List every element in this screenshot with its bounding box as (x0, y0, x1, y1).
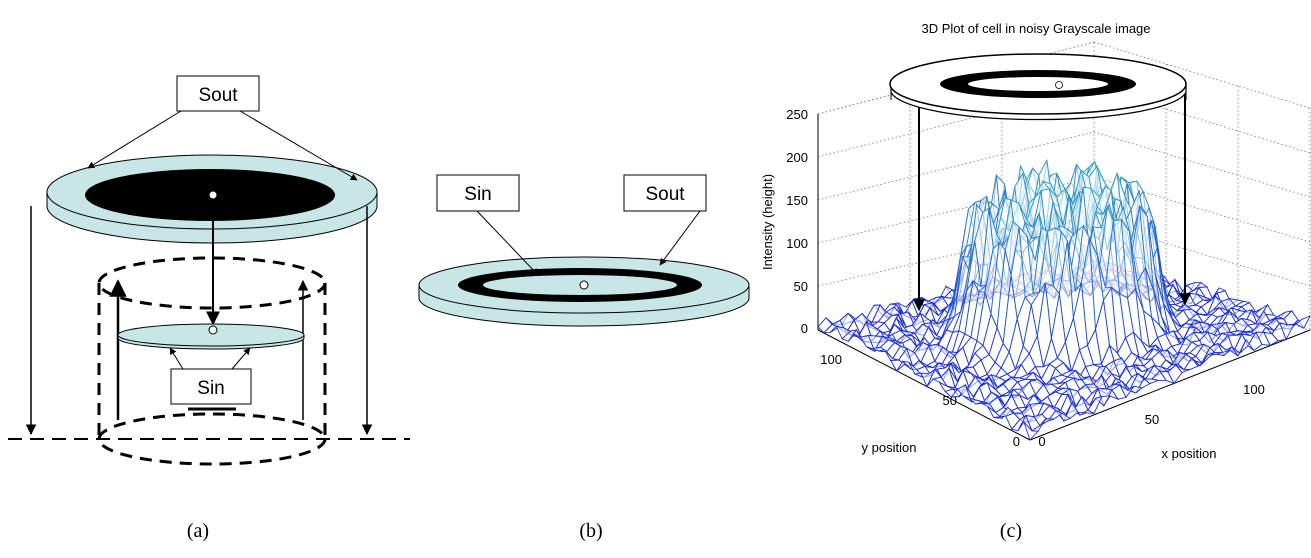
z-axis-label: Intensity (height) (760, 174, 775, 270)
sout-leader-right (239, 110, 358, 181)
center-point (209, 191, 217, 199)
surface-mesh (817, 158, 1311, 441)
sin-label: Sin (197, 378, 224, 399)
sin-leader-left (169, 347, 184, 370)
sout-label-box (176, 75, 260, 112)
plot-title: 3D Plot of cell in noisy Grayscale image (921, 21, 1150, 36)
inner-center-point (208, 325, 218, 335)
top-cylinder (889, 53, 1191, 312)
sin-label-b: Sin (464, 184, 491, 205)
inner-disk (117, 323, 305, 350)
panel-c: 3D Plot of cell in noisy Grayscale image (760, 21, 1311, 542)
mesh-cell (1023, 421, 1039, 441)
panel-b: Sin Sout (b) (418, 174, 750, 542)
x-axis-ticks: 0 50 100 (1038, 382, 1264, 449)
panel-a: Sout Sin (a) (8, 75, 410, 542)
sout-label: Sout (198, 85, 238, 106)
sout-label-box-b (623, 174, 707, 212)
ring-center-point (579, 280, 589, 290)
sout-leader-b (659, 210, 701, 266)
plot-axes (817, 114, 1311, 441)
caption-a: (a) (187, 520, 209, 542)
z-tick: 250 (786, 107, 808, 122)
sin-label-box-b (436, 174, 520, 212)
x-tick: 50 (1145, 412, 1159, 427)
z-tick: 200 (786, 150, 808, 165)
sin-leader-b (476, 210, 539, 276)
caption-b: (b) (579, 520, 602, 542)
z-axis-ticks: 250 200 150 100 50 0 (786, 107, 808, 336)
y-axis-label: y position (862, 440, 917, 455)
sout-label-b: Sout (645, 184, 685, 205)
sin-label-box (170, 368, 252, 405)
ring-disk (418, 256, 750, 327)
z-tick: 50 (794, 279, 808, 294)
y-tick: 100 (820, 352, 842, 367)
x-tick: 100 (1243, 382, 1265, 397)
z-tick: 150 (786, 193, 808, 208)
y-tick: 0 (1013, 434, 1020, 449)
z-tick: 0 (801, 321, 808, 336)
cylinder-center-point (1055, 81, 1063, 89)
caption-c: (c) (1000, 520, 1022, 542)
x-axis-label: x position (1162, 446, 1217, 461)
x-tick: 0 (1038, 434, 1045, 449)
sin-leader-right (231, 347, 251, 370)
z-tick: 100 (786, 236, 808, 251)
sout-leader-left (87, 110, 182, 169)
dashed-cylinder (97, 256, 327, 466)
